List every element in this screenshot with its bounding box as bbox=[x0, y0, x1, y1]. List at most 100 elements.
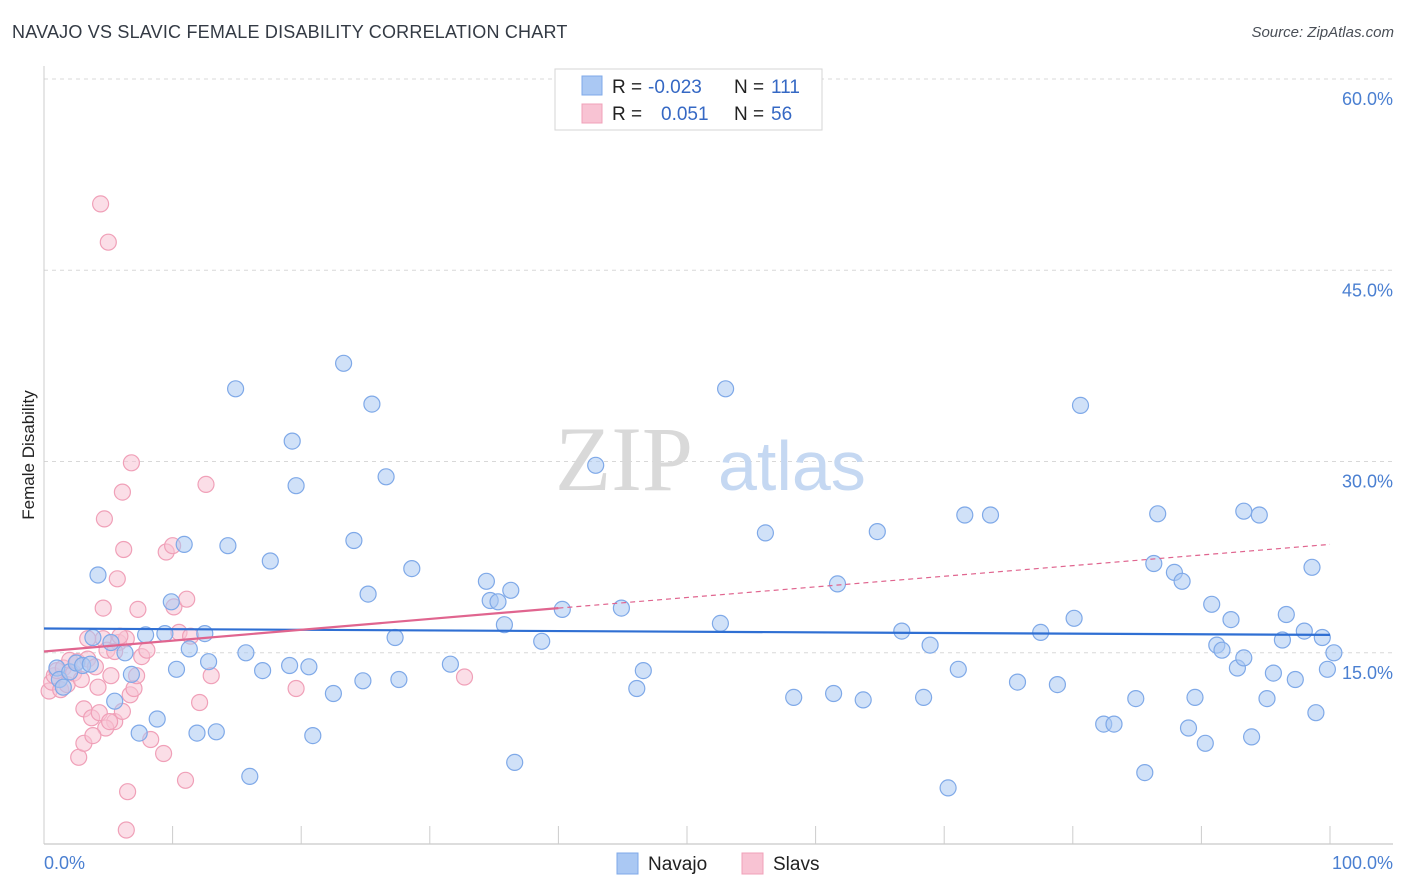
slavs-point-60 bbox=[108, 570, 126, 588]
navajo-point-96 bbox=[1242, 728, 1261, 746]
slavs-point-29 bbox=[100, 712, 119, 731]
grid-lines bbox=[44, 78, 1393, 654]
slavs-trend-extension bbox=[558, 543, 1331, 609]
slavs-point-58 bbox=[117, 821, 135, 839]
slavs-point-48 bbox=[99, 233, 117, 251]
navajo-point-38 bbox=[345, 531, 363, 550]
legend-slavs-n: 56 bbox=[771, 104, 792, 125]
slavs-point-50 bbox=[113, 483, 132, 501]
slavs-points bbox=[40, 195, 474, 839]
slavs-point-39 bbox=[155, 744, 173, 763]
legend-slavs-r: 0.051 bbox=[661, 104, 709, 125]
navajo-point-56 bbox=[612, 599, 631, 617]
slavs-point-56 bbox=[287, 679, 305, 698]
navajo-point-105 bbox=[1303, 558, 1321, 576]
y-axis-label: Female Disability bbox=[19, 390, 38, 520]
y-tick-label-1: 30.0% bbox=[1342, 472, 1393, 492]
navajo-point-60 bbox=[716, 380, 735, 398]
navajo-point-31 bbox=[281, 656, 299, 675]
navajo-point-72 bbox=[956, 506, 974, 524]
navajo-point-46 bbox=[441, 655, 459, 673]
slavs-point-18 bbox=[102, 667, 120, 685]
navajo-point-102 bbox=[1277, 605, 1295, 624]
navajo-points bbox=[48, 354, 1343, 797]
navajo-point-28 bbox=[241, 767, 259, 786]
bottom-legend-navajo: Navajo bbox=[648, 854, 707, 875]
navajo-point-35 bbox=[304, 726, 322, 745]
slavs-point-36 bbox=[84, 726, 102, 745]
navajo-point-93 bbox=[1222, 610, 1240, 629]
slavs-point-51 bbox=[95, 510, 114, 528]
navajo-point-86 bbox=[1173, 572, 1191, 590]
navajo-point-98 bbox=[1250, 506, 1268, 524]
navajo-point-11 bbox=[116, 644, 134, 662]
navajo-point-78 bbox=[1071, 396, 1090, 414]
navajo-point-18 bbox=[167, 660, 186, 678]
navajo-point-49 bbox=[489, 593, 507, 611]
axes bbox=[43, 66, 1393, 845]
navajo-point-40 bbox=[359, 585, 377, 603]
legend-swatch-navajo bbox=[581, 75, 603, 96]
navajo-point-29 bbox=[254, 661, 272, 680]
legend-navajo-n-label: N = bbox=[734, 77, 764, 98]
slavs-point-49 bbox=[122, 454, 140, 472]
navajo-point-76 bbox=[1048, 675, 1067, 694]
navajo-point-62 bbox=[785, 688, 803, 707]
navajo-point-89 bbox=[1196, 734, 1214, 752]
navajo-point-47 bbox=[477, 572, 495, 590]
navajo-point-83 bbox=[1145, 554, 1163, 573]
navajo-point-26 bbox=[227, 380, 245, 398]
watermark-atlas: atlas bbox=[718, 427, 866, 505]
slavs-point-47 bbox=[91, 195, 110, 213]
navajo-point-43 bbox=[386, 628, 404, 647]
navajo-point-87 bbox=[1179, 719, 1198, 737]
watermark: ZIP atlas bbox=[555, 408, 866, 510]
navajo-point-66 bbox=[868, 522, 886, 541]
slavs-point-57 bbox=[176, 771, 195, 789]
navajo-point-63 bbox=[824, 684, 843, 703]
navajo-point-12 bbox=[122, 665, 140, 684]
bottom-legend-swatch-navajo bbox=[616, 852, 639, 875]
slavs-point-42 bbox=[178, 590, 196, 608]
legend-navajo-n: 111 bbox=[771, 77, 800, 98]
navajo-point-39 bbox=[354, 672, 372, 690]
navajo-point-17 bbox=[162, 593, 180, 611]
navajo-point-24 bbox=[207, 723, 225, 741]
bottom-legend: Navajo Slavs bbox=[616, 852, 819, 875]
trend-lines bbox=[43, 543, 1331, 653]
navajo-point-9 bbox=[102, 633, 120, 652]
legend-slavs-r-label: R = bbox=[612, 104, 642, 125]
navajo-point-61 bbox=[756, 524, 775, 542]
navajo-point-70 bbox=[939, 779, 957, 797]
slavs-point-52 bbox=[115, 540, 133, 559]
navajo-point-6 bbox=[81, 655, 99, 673]
legend-navajo-r-label: R = bbox=[612, 77, 642, 98]
navajo-point-67 bbox=[893, 622, 911, 640]
navajo-point-27 bbox=[237, 644, 255, 662]
watermark-zip: ZIP bbox=[555, 408, 693, 510]
navajo-point-95 bbox=[1235, 649, 1253, 667]
slavs-trend-line bbox=[43, 607, 559, 653]
navajo-point-74 bbox=[1008, 673, 1027, 691]
x-tick-max: 100.0% bbox=[1332, 853, 1393, 873]
navajo-point-52 bbox=[506, 753, 524, 772]
slavs-point-55 bbox=[455, 668, 474, 686]
navajo-point-2 bbox=[54, 678, 72, 696]
navajo-point-65 bbox=[854, 691, 872, 709]
navajo-point-90 bbox=[1203, 595, 1221, 613]
legend-swatch-slavs bbox=[581, 103, 603, 124]
slavs-point-44 bbox=[191, 693, 209, 712]
navajo-point-69 bbox=[921, 636, 939, 654]
navajo-point-100 bbox=[1264, 664, 1283, 682]
navajo-point-59 bbox=[711, 614, 730, 633]
bottom-legend-swatch-slavs bbox=[741, 852, 764, 875]
navajo-point-41 bbox=[363, 395, 381, 413]
navajo-point-50 bbox=[495, 616, 513, 634]
navajo-point-51 bbox=[502, 581, 520, 599]
navajo-point-34 bbox=[300, 658, 318, 676]
navajo-point-99 bbox=[1258, 689, 1276, 708]
legend-slavs-n-label: N = bbox=[734, 104, 764, 125]
navajo-point-30 bbox=[261, 552, 279, 570]
slavs-point-46 bbox=[202, 667, 220, 685]
navajo-point-104 bbox=[1295, 622, 1313, 640]
